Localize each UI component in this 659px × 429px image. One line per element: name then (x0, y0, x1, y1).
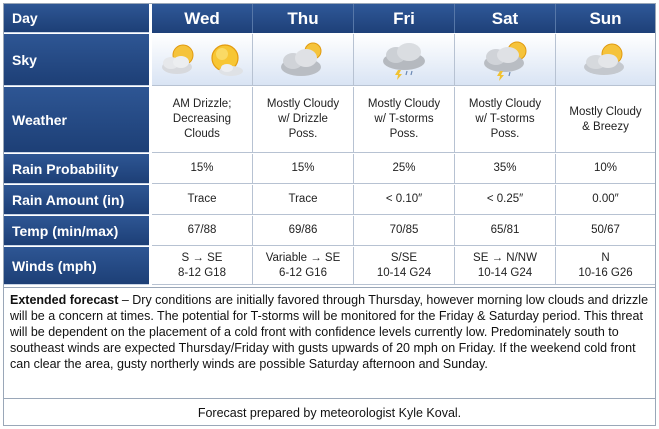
forecast-panel: Day Wed Thu Fri Sat Sun Sky (3, 3, 656, 426)
winds-thu: Variable → SE 6-12 G16 (253, 247, 354, 285)
rain-amount-sat: < 0.25″ (455, 185, 556, 215)
partly-cloudy-icon (583, 43, 624, 75)
rain-probability-thu: 15% (253, 154, 354, 184)
temp-wed: 67/88 (152, 216, 253, 246)
mostly-sunny-icon (211, 43, 243, 76)
rain-probability-fri: 25% (354, 154, 455, 184)
row-label-weather: Weather (4, 87, 149, 153)
temp-fri: 70/85 (354, 216, 455, 246)
sky-cell-sun (556, 34, 655, 86)
thunderstorm-cloud-icon (383, 42, 425, 80)
rain-amount-fri: < 0.10″ (354, 185, 455, 215)
winds-wed: S → SE 8-12 G18 (152, 247, 253, 285)
weather-sat: Mostly Cloudy w/ T-storms Poss. (455, 87, 556, 153)
rain-amount-wed: Trace (152, 185, 253, 215)
winds-sun: N 10-16 G26 (556, 247, 655, 285)
sky-cell-fri (354, 34, 455, 86)
winds-fri: S/SE 10-14 G24 (354, 247, 455, 285)
mostly-cloudy-icon (281, 42, 322, 76)
day-header-sat: Sat (455, 4, 556, 33)
rain-amount-thu: Trace (253, 185, 354, 215)
extended-forecast: Extended forecast – Dry conditions are i… (4, 287, 655, 399)
row-label-winds: Winds (mph) (4, 247, 149, 285)
rain-probability-sun: 10% (556, 154, 655, 184)
day-header-label: Day (4, 4, 149, 33)
partly-cloudy-thunderstorm-icon (484, 41, 527, 81)
forecast-credit: Forecast prepared by meteorologist Kyle … (197, 406, 462, 420)
rain-probability-sat: 35% (455, 154, 556, 184)
weather-fri: Mostly Cloudy w/ T-storms Poss. (354, 87, 455, 153)
row-label-rain-probability: Rain Probability (4, 154, 149, 184)
weather-sun: Mostly Cloudy & Breezy (556, 87, 655, 153)
extended-forecast-title: Extended forecast (10, 293, 119, 307)
rain-probability-wed: 15% (152, 154, 253, 184)
sky-cell-thu (253, 34, 354, 86)
partly-cloudy-icon (162, 44, 194, 74)
temp-sun: 50/67 (556, 216, 655, 246)
row-label-sky: Sky (4, 34, 149, 86)
sky-cell-sat (455, 34, 556, 86)
day-header-thu: Thu (253, 4, 354, 33)
temp-thu: 69/86 (253, 216, 354, 246)
sky-cell-wed (152, 34, 253, 86)
extended-forecast-text: – Dry conditions are initially favored t… (10, 293, 649, 371)
weather-thu: Mostly Cloudy w/ Drizzle Poss. (253, 87, 354, 153)
winds-sat: SE → N/NW 10-14 G24 (455, 247, 556, 285)
temp-sat: 65/81 (455, 216, 556, 246)
day-header-wed: Wed (152, 4, 253, 33)
forecast-table: Day Wed Thu Fri Sat Sun Sky (4, 4, 657, 285)
row-label-temp: Temp (min/max) (4, 216, 149, 246)
day-header-sun: Sun (556, 4, 655, 33)
rain-amount-sun: 0.00″ (556, 185, 655, 215)
weather-wed: AM Drizzle; Decreasing Clouds (152, 87, 253, 153)
row-label-rain-amount: Rain Amount (in) (4, 185, 149, 215)
day-header-fri: Fri (354, 4, 455, 33)
